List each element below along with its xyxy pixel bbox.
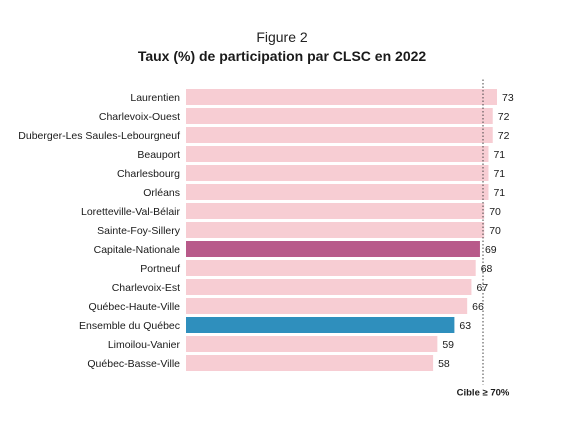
bar-sainte-foy-sillery bbox=[186, 222, 485, 238]
bar-duberger-les-saules-lebourgneuf bbox=[186, 127, 493, 143]
category-label-sainte-foy-sillery: Sainte-Foy-Sillery bbox=[97, 225, 181, 237]
value-label-loretteville-val-belair: 70 bbox=[489, 206, 501, 218]
bar-charlevoix-est bbox=[186, 279, 472, 295]
bar-limoilou-vanier bbox=[186, 336, 438, 352]
category-label-portneuf: Portneuf bbox=[140, 263, 180, 275]
bar-laurentien bbox=[186, 89, 497, 105]
category-label-charlevoix-est: Charlevoix-Est bbox=[112, 282, 180, 294]
target-label: Cible ≥ 70% bbox=[457, 388, 510, 399]
category-label-charlevoix-ouest: Charlevoix-Ouest bbox=[99, 111, 180, 123]
chart-title: Taux (%) de participation par CLSC en 20… bbox=[137, 48, 427, 64]
bar-quebec-haute-ville bbox=[186, 298, 468, 314]
category-label-duberger-les-saules-lebourgneuf: Duberger-Les Saules-Lebourgneuf bbox=[18, 130, 180, 142]
bar-ensemble-du-quebec bbox=[186, 317, 455, 333]
bar-orleans bbox=[186, 184, 489, 200]
value-label-quebec-basse-ville: 58 bbox=[438, 358, 450, 370]
value-label-charlesbourg: 71 bbox=[493, 168, 505, 180]
category-label-quebec-basse-ville: Québec-Basse-Ville bbox=[87, 358, 180, 370]
value-label-portneuf: 68 bbox=[481, 263, 493, 275]
bar-portneuf bbox=[186, 260, 476, 276]
category-label-beauport: Beauport bbox=[137, 149, 180, 161]
figure-label: Figure 2 bbox=[256, 29, 308, 45]
value-label-orleans: 71 bbox=[493, 187, 505, 199]
category-label-charlesbourg: Charlesbourg bbox=[117, 168, 180, 180]
bar-beauport bbox=[186, 146, 489, 162]
value-label-charlevoix-est: 67 bbox=[476, 282, 488, 294]
value-label-capitale-nationale: 69 bbox=[485, 244, 497, 256]
value-label-duberger-les-saules-lebourgneuf: 72 bbox=[498, 130, 510, 142]
value-label-limoilou-vanier: 59 bbox=[442, 339, 454, 351]
category-label-capitale-nationale: Capitale-Nationale bbox=[94, 244, 181, 256]
category-label-laurentien: Laurentien bbox=[130, 92, 180, 104]
bar-charlevoix-ouest bbox=[186, 108, 493, 124]
value-label-quebec-haute-ville: 66 bbox=[472, 301, 484, 313]
bar-charlesbourg bbox=[186, 165, 489, 181]
bar-loretteville-val-belair bbox=[186, 203, 485, 219]
category-label-ensemble-du-quebec: Ensemble du Québec bbox=[79, 320, 180, 332]
value-label-charlevoix-ouest: 72 bbox=[498, 111, 510, 123]
value-label-sainte-foy-sillery: 70 bbox=[489, 225, 501, 237]
category-label-orleans: Orléans bbox=[143, 187, 180, 199]
bar-capitale-nationale bbox=[186, 241, 480, 257]
category-label-limoilou-vanier: Limoilou-Vanier bbox=[108, 339, 181, 351]
category-label-loretteville-val-belair: Loretteville-Val-Bélair bbox=[81, 206, 181, 218]
category-label-quebec-haute-ville: Québec-Haute-Ville bbox=[89, 301, 181, 313]
bar-quebec-basse-ville bbox=[186, 355, 434, 371]
value-label-ensemble-du-quebec: 63 bbox=[459, 320, 471, 332]
value-label-laurentien: 73 bbox=[502, 92, 514, 104]
value-label-beauport: 71 bbox=[493, 149, 505, 161]
